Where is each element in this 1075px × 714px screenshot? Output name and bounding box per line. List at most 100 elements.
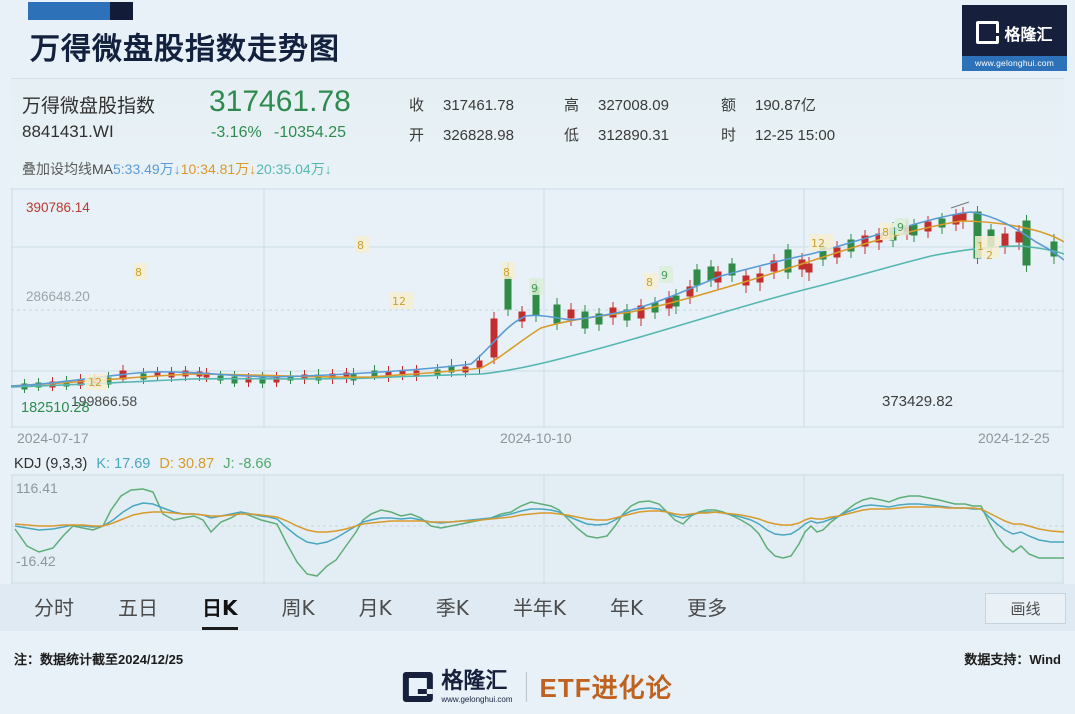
- quote-field-label: 开: [409, 127, 425, 144]
- footer-g-icon: [402, 671, 433, 702]
- tab-daily-k[interactable]: 日K: [202, 592, 238, 630]
- kdj-chart[interactable]: [11, 474, 1064, 584]
- td-marker-9-a: 9: [529, 278, 543, 295]
- last-price: 317461.78: [209, 85, 351, 118]
- tab-quarterly-k[interactable]: 季K: [435, 596, 469, 620]
- x-axis: 2024-07-17 2024-10-10 2024-12-25: [11, 430, 1064, 452]
- svg-text:9: 9: [897, 221, 904, 234]
- footer-logo-divider: [525, 671, 527, 702]
- quote-field-high: 高 327008.09: [564, 94, 669, 115]
- svg-text:8: 8: [357, 239, 364, 252]
- footer-note: 注：数据统计截至2024/12/25: [14, 652, 184, 667]
- tab-weekly-k[interactable]: 周K: [281, 596, 315, 620]
- kdj-d-value: D: 30.87: [159, 456, 215, 472]
- svg-text:12: 12: [392, 295, 406, 308]
- td-marker-8-a: 8: [501, 262, 515, 279]
- svg-text:8: 8: [503, 266, 510, 279]
- quote-field-value: 327008.09: [598, 97, 669, 114]
- quote-field-label: 低: [564, 127, 580, 144]
- quote-field-turnover: 额 190.87亿: [721, 94, 816, 115]
- ma5-value: 5:33.49万↓: [113, 161, 181, 177]
- brand-logo-row: 格隆汇: [976, 5, 1053, 56]
- draw-line-button[interactable]: 画线: [985, 593, 1066, 624]
- high-annotation-pointer: [950, 201, 970, 209]
- change-percent: -3.16%: [211, 124, 262, 141]
- period-tab-bar: 分时 五日 日K 周K 月K 季K 半年K 年K 更多 画线: [0, 584, 1075, 634]
- footer-data-source: 数据支持：Wind: [964, 652, 1061, 667]
- td-marker-9-b: 9: [659, 266, 673, 283]
- ma20-line: [11, 245, 1064, 388]
- svg-text:8: 8: [882, 226, 889, 239]
- quote-field-value: 190.87亿: [755, 97, 816, 114]
- svg-text:8: 8: [135, 266, 142, 279]
- quote-field-low: 低 312890.31: [564, 124, 669, 145]
- ma-settings-row: 叠加设均线MA5:33.49万↓10:34.81万↓20:35.04万↓: [22, 159, 332, 179]
- td-marker-8-c: 8: [880, 223, 894, 240]
- quote-field-open: 开 326828.98: [409, 124, 514, 145]
- tab-halfyear-k[interactable]: 半年K: [512, 596, 566, 620]
- svg-text:1: 1: [977, 240, 984, 253]
- footer-brand-url: www.gelonghui.com: [441, 694, 513, 704]
- svg-text:9: 9: [531, 282, 538, 295]
- kdj-j-line: [14, 488, 1064, 577]
- svg-text:12: 12: [811, 237, 825, 250]
- tab-bar-strip: [0, 631, 1075, 634]
- kdj-k-value: K: 17.69: [96, 456, 151, 472]
- ma10-line: [11, 220, 1064, 387]
- quote-field-value: 326828.98: [443, 127, 514, 144]
- td-marker-12-b: 12: [390, 292, 414, 309]
- quote-field-label: 收: [409, 97, 425, 114]
- quote-field-value: 312890.31: [598, 127, 669, 144]
- tab-minute[interactable]: 分时: [34, 596, 74, 620]
- td-marker-8-b: 8: [644, 273, 658, 290]
- td-marker-8-d: 8: [355, 236, 369, 253]
- tab-monthly-k[interactable]: 月K: [358, 596, 392, 620]
- overlay-button[interactable]: 叠加: [22, 161, 50, 177]
- svg-text:8: 8: [646, 276, 653, 289]
- brand-logo: 格隆汇 www.gelonghui.com: [962, 5, 1067, 71]
- footer-brand-text: 格隆汇: [441, 667, 508, 693]
- change-absolute: -10354.25: [274, 124, 347, 141]
- y-axis-low-dark-label: 199866.58: [71, 393, 138, 409]
- quote-field-label: 额: [721, 97, 737, 114]
- kdj-y-top-label: 116.41: [16, 480, 58, 496]
- period-tabs: 分时 五日 日K 周K 月K 季K 半年K 年K 更多: [0, 592, 728, 630]
- quote-field-value: 317461.78: [443, 97, 514, 114]
- kdj-title: KDJ (9,3,3): [14, 456, 88, 472]
- y-axis-top-label: 390786.14: [26, 200, 90, 215]
- quote-panel: 万得微盘股指数 8841431.WI 317461.78 -3.16% -103…: [11, 78, 1064, 188]
- td-marker-8-e: 8: [133, 263, 147, 280]
- ma-lines: [11, 211, 1064, 388]
- set-ma-button[interactable]: 设均线: [50, 161, 92, 177]
- quote-field-label: 高: [564, 97, 580, 114]
- footer-etf-text: ETF进化论: [539, 673, 673, 703]
- tab-yearly-k[interactable]: 年K: [610, 596, 644, 620]
- footer-brand-block: 格隆汇 www.gelonghui.com: [441, 667, 513, 704]
- quote-field-time: 时 12-25 15:00: [721, 124, 835, 145]
- kdj-y-bottom-label: -16.42: [16, 553, 56, 569]
- high-annotation-label: 373429.82: [882, 393, 953, 410]
- accent-bar-blue: [28, 2, 110, 20]
- td-marker-12-a: 12: [85, 374, 107, 390]
- quote-field-close: 收 317461.78: [409, 94, 514, 115]
- y-axis-low-green-label: 182510.28: [21, 400, 90, 416]
- tab-more[interactable]: 更多: [687, 596, 728, 620]
- brand-logo-url: www.gelonghui.com: [962, 56, 1067, 71]
- tab-five-day[interactable]: 五日: [118, 596, 158, 620]
- kdj-chart-svg: [11, 474, 1064, 584]
- svg-text:2: 2: [986, 249, 993, 262]
- td-marker-9-c: 9: [895, 218, 909, 235]
- kdj-d-line: [14, 506, 1064, 533]
- instrument-code: 8841431.WI: [22, 122, 114, 141]
- footer-logo: 格隆汇 www.gelonghui.com ETF进化论: [402, 668, 672, 705]
- page-title: 万得微盘股指数走势图: [30, 32, 340, 67]
- td-marker-12-d: 12: [975, 236, 999, 262]
- gelonghui-g-icon: [976, 21, 1000, 44]
- accent-bar-navy: [110, 2, 133, 20]
- kdj-header: KDJ (9,3,3) K: 17.69 D: 30.87 J: -8.66: [14, 456, 272, 472]
- td-marker-12-c: 12: [809, 234, 833, 251]
- footer: 注：数据统计截至2024/12/25 数据支持：Wind 格隆汇 www.gel…: [0, 634, 1075, 714]
- td-sequential-markers: 12 8 9 12 8 9 12 8 9 8 12 8: [85, 218, 999, 390]
- ma10-value: 10:34.81万↓: [180, 161, 257, 177]
